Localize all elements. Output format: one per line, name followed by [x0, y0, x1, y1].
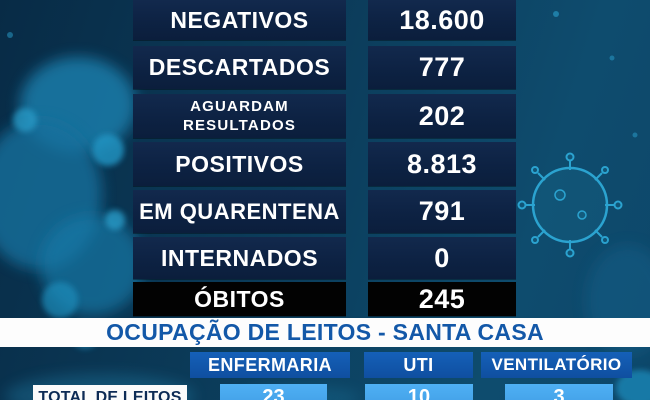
stat-row-negativos: NEGATIVOS 18.600 — [0, 0, 650, 40]
row-label-total-de-leitos: TOTAL DE LEITOS — [33, 385, 187, 400]
column-header-uti: UTI — [364, 352, 473, 378]
stat-label-line1: AGUARDAM — [190, 97, 289, 115]
stat-value-aguardam-resultados: 202 — [368, 94, 516, 138]
column-header-enfermaria: ENFERMARIA — [190, 352, 350, 378]
stat-label-internados: INTERNADOS — [133, 237, 346, 279]
stat-label-aguardam-resultados: AGUARDAM RESULTADOS — [133, 94, 346, 138]
stat-value-em-quarentena: 791 — [368, 190, 516, 233]
section-banner: OCUPAÇÃO DE LEITOS - SANTA CASA — [0, 318, 650, 347]
stat-value-positivos: 8.813 — [368, 142, 516, 186]
stat-row-em-quarentena: EM QUARENTENA 791 — [0, 190, 650, 233]
stat-value-internados: 0 — [368, 237, 516, 279]
stat-row-aguardam-resultados: AGUARDAM RESULTADOS 202 — [0, 94, 650, 138]
stat-row-internados: INTERNADOS 0 — [0, 237, 650, 279]
stat-label-line2: RESULTADOS — [182, 117, 297, 134]
stat-value-obitos: 245 — [368, 282, 516, 316]
stat-label-negativos: NEGATIVOS — [133, 0, 346, 40]
section-banner-title: OCUPAÇÃO DE LEITOS - SANTA CASA — [106, 319, 544, 345]
bed-value-enfermaria: 23 — [220, 384, 327, 400]
column-header-ventilatorio: VENTILATÓRIO — [481, 352, 632, 378]
stat-label-descartados: DESCARTADOS — [133, 46, 346, 89]
stat-label-obitos: ÓBITOS — [133, 282, 346, 316]
stat-row-positivos: POSITIVOS 8.813 — [0, 142, 650, 186]
stat-label-positivos: POSITIVOS — [133, 142, 346, 186]
stat-value-descartados: 777 — [368, 46, 516, 89]
stat-value-negativos: 18.600 — [368, 0, 516, 40]
bed-value-ventilatorio: 3 — [505, 384, 613, 400]
stat-row-descartados: DESCARTADOS 777 — [0, 46, 650, 89]
stat-label-em-quarentena: EM QUARENTENA — [133, 190, 346, 233]
bed-value-uti: 10 — [365, 384, 473, 400]
stat-row-obitos: ÓBITOS 245 — [0, 282, 650, 316]
